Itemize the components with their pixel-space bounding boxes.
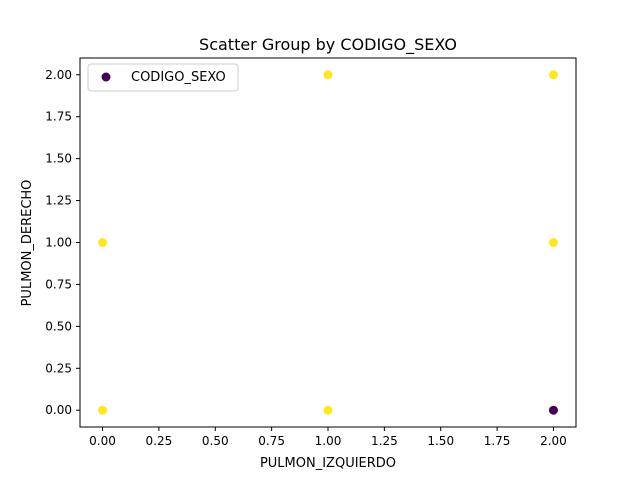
data-point (98, 405, 108, 415)
x-tick-label: 1.25 (371, 434, 398, 448)
data-point (548, 405, 558, 415)
y-tick-label: 1.50 (45, 152, 72, 166)
x-tick-label: 1.75 (484, 434, 511, 448)
x-axis-ticks: 0.00 0.25 0.50 0.75 1.00 1.25 1.50 1.75 2.00 (89, 427, 567, 448)
x-tick-label: 0.00 (89, 434, 116, 448)
data-point (323, 405, 333, 415)
data-point (548, 70, 558, 80)
x-tick-label: 2.00 (540, 434, 567, 448)
data-point (548, 238, 558, 247)
y-tick-label: 2.00 (45, 68, 72, 82)
legend-label: CODIGO_SEXO (131, 70, 226, 85)
legend-marker (101, 72, 111, 82)
y-tick-label: 0.00 (45, 403, 72, 417)
x-tick-label: 0.50 (202, 434, 229, 448)
y-tick-label: 1.25 (45, 194, 72, 208)
y-axis-ticks: 0.00 0.25 0.50 0.75 1.00 1.25 1.50 1.75 2.00 (45, 68, 80, 417)
plot-area-frame (79, 57, 577, 428)
y-tick-label: 1.00 (45, 236, 72, 250)
x-tick-label: 1.00 (315, 434, 342, 448)
chart-title: Scatter Group by CODIGO_SEXO (199, 35, 457, 55)
y-axis-label: PULMON_DERECHO (20, 180, 35, 307)
y-tick-label: 0.25 (45, 361, 72, 375)
data-point (323, 70, 333, 80)
data-point (98, 238, 108, 247)
legend-box (87, 63, 239, 92)
x-tick-label: 0.25 (146, 434, 173, 448)
y-tick-label: 0.50 (45, 319, 72, 333)
points-layer (98, 70, 558, 415)
x-tick-label: 1.50 (427, 434, 454, 448)
x-axis-label: PULMON_IZQUIERDO (260, 456, 396, 471)
y-tick-label: 1.75 (45, 110, 72, 124)
y-tick-label: 0.75 (45, 277, 72, 291)
legend: CODIGO_SEXO (87, 63, 239, 92)
x-tick-label: 0.75 (258, 434, 285, 448)
